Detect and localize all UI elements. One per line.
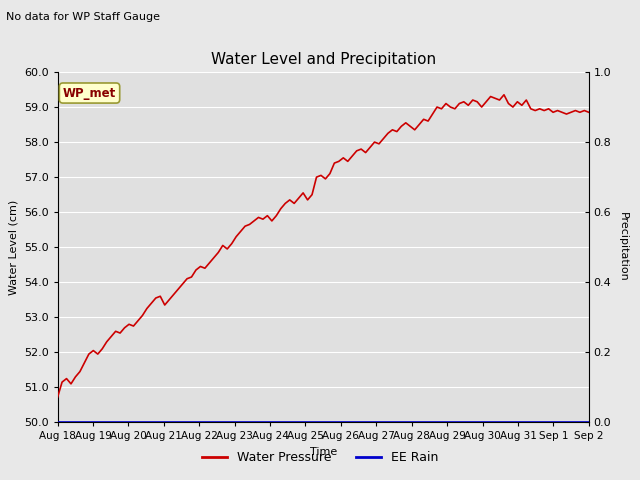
Legend: Water Pressure, EE Rain: Water Pressure, EE Rain: [196, 446, 444, 469]
Y-axis label: Precipitation: Precipitation: [618, 212, 628, 282]
Title: Water Level and Precipitation: Water Level and Precipitation: [211, 52, 436, 67]
Text: No data for WP Staff Gauge: No data for WP Staff Gauge: [6, 12, 161, 22]
X-axis label: Time: Time: [310, 447, 337, 457]
Y-axis label: Water Level (cm): Water Level (cm): [8, 200, 19, 295]
Text: WP_met: WP_met: [63, 86, 116, 99]
